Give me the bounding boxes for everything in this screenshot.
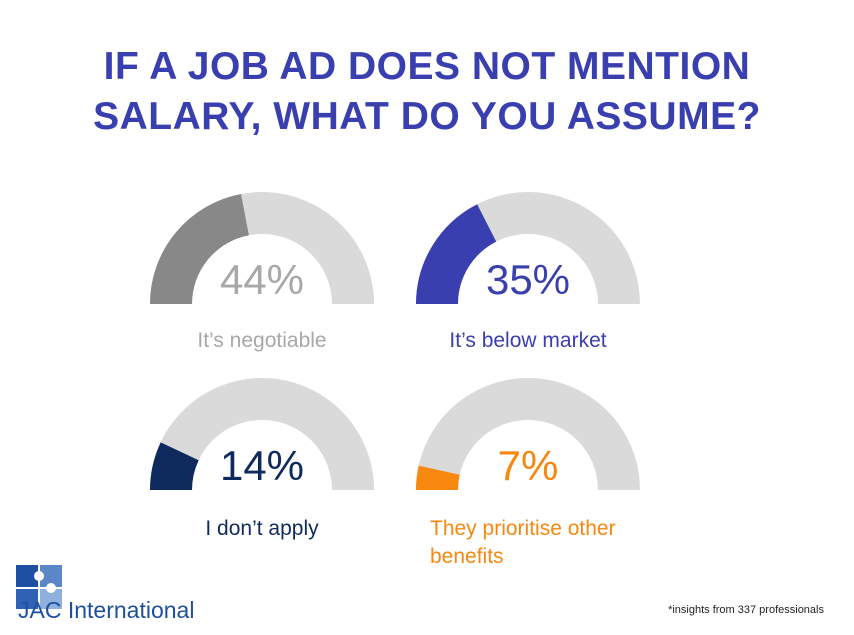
label-other-benefits-line-1: They prioritise other (430, 517, 616, 540)
gauge-value-label: 14% (220, 442, 304, 489)
gauge-fill (150, 193, 250, 305)
gauge-fill (416, 465, 460, 491)
gauge-track (150, 378, 374, 491)
label-other-benefits-line-2: benefits (430, 545, 504, 568)
gauge-track (416, 378, 640, 491)
label-other-benefits: They prioritise other benefits (430, 515, 690, 571)
gauge-value-label: 7% (498, 442, 559, 489)
logo-wordmark: JAC International (18, 596, 194, 624)
jac-puzzle-logo-icon (16, 565, 62, 609)
label-negotiable: It’s negotiable (197, 329, 327, 352)
gauge-fill (150, 442, 199, 491)
footnote: *insights from 337 professionals (668, 604, 824, 616)
gauge-dont-apply: 14% (150, 378, 374, 491)
logo-jac: JAC (18, 597, 62, 623)
title-line-1: IF A JOB AD DOES NOT MENTION (103, 45, 751, 88)
gauge-below-market: 35% (416, 192, 640, 305)
gauge-fill (416, 204, 497, 305)
title-line-2: SALARY, WHAT DO YOU ASSUME? (93, 95, 761, 138)
logo-international: International (61, 597, 195, 623)
gauge-negotiable: 44% (150, 192, 374, 305)
label-dont-apply: I don’t apply (205, 517, 319, 540)
chart-title: IF A JOB AD DOES NOT MENTION SALARY, WHA… (0, 42, 854, 142)
label-below-market: It’s below market (449, 329, 607, 352)
gauge-value-label: 35% (486, 256, 570, 303)
gauge-other-benefits: 7% (416, 378, 640, 491)
gauge-value-label: 44% (220, 256, 304, 303)
